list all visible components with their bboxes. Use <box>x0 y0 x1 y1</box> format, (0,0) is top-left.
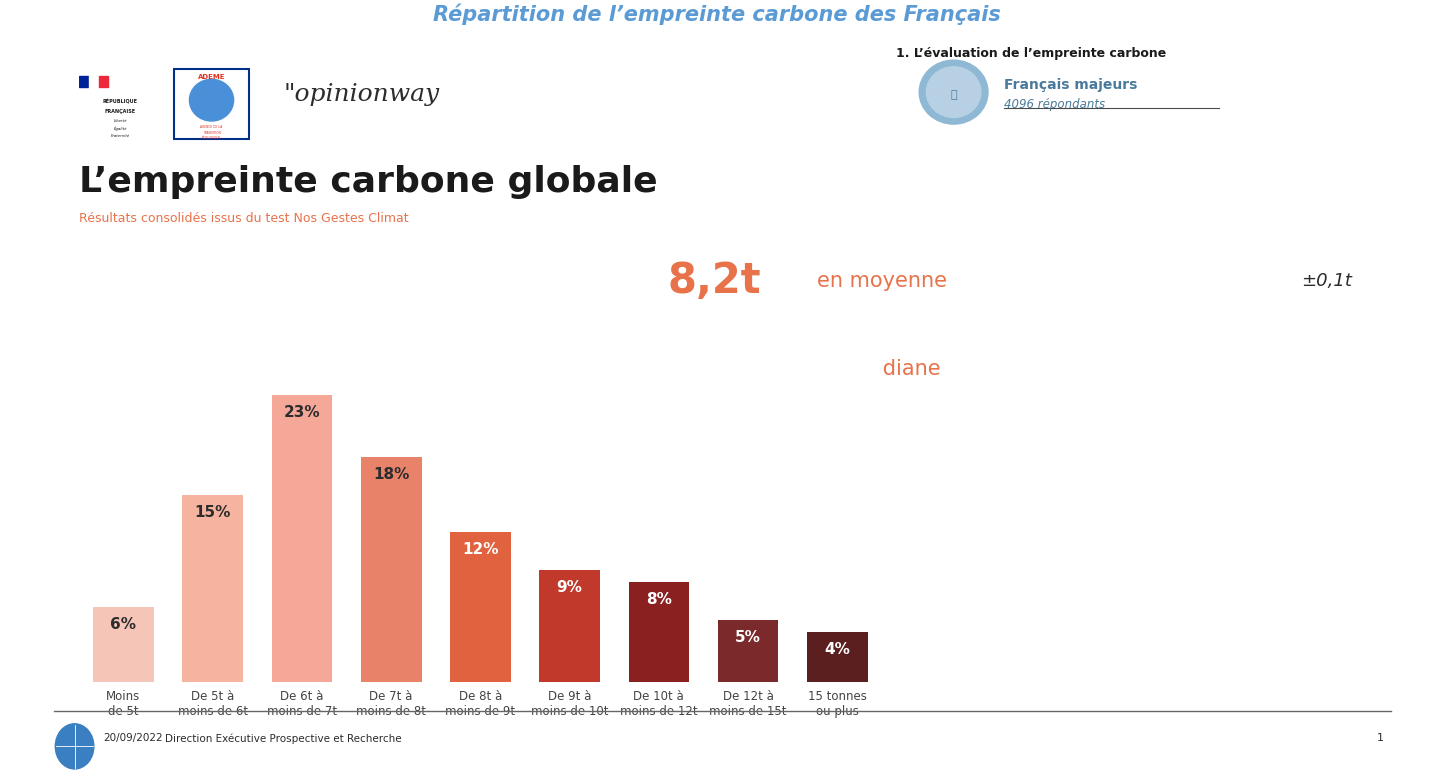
Bar <box>539 570 599 682</box>
Text: 15%: 15% <box>195 505 231 520</box>
Bar <box>89 76 99 88</box>
Text: Égalité: Égalité <box>113 126 128 131</box>
Bar <box>628 583 690 682</box>
Text: Liberté: Liberté <box>113 119 128 123</box>
Text: 7,3t: 7,3t <box>667 348 761 390</box>
Text: 18%: 18% <box>373 467 409 482</box>
Text: Répartition de l’empreinte carbone des Français: Répartition de l’empreinte carbone des F… <box>433 4 1001 25</box>
Text: 23%: 23% <box>284 405 320 420</box>
Text: 4%: 4% <box>825 642 850 657</box>
Bar <box>807 632 868 682</box>
Circle shape <box>189 79 234 121</box>
Bar <box>361 457 422 682</box>
Bar <box>718 619 779 682</box>
Text: TRANSITION: TRANSITION <box>202 131 221 135</box>
Text: FRANÇAISE: FRANÇAISE <box>105 109 136 114</box>
Text: Fraternité: Fraternité <box>110 134 130 138</box>
Circle shape <box>919 60 988 124</box>
Text: "opinionway: "opinionway <box>284 82 440 106</box>
Text: 4096 répondants: 4096 répondants <box>1004 98 1106 111</box>
Text: ±0,1t: ±0,1t <box>1301 273 1352 290</box>
Text: ADEME: ADEME <box>198 74 225 80</box>
Text: 9%: 9% <box>556 579 582 595</box>
Text: 8,2t: 8,2t <box>667 260 761 303</box>
Bar <box>182 495 242 682</box>
Bar <box>450 532 511 682</box>
Text: 1. L’évaluation de l’empreinte carbone: 1. L’évaluation de l’empreinte carbone <box>896 47 1166 60</box>
Text: 20/09/2022: 20/09/2022 <box>103 733 163 743</box>
Text: 12%: 12% <box>462 543 499 557</box>
Text: 🏛: 🏛 <box>951 90 956 100</box>
Text: ÉCOLOGIQUE: ÉCOLOGIQUE <box>202 136 221 141</box>
Bar <box>93 607 153 682</box>
Text: en médiane: en médiane <box>816 359 941 379</box>
Text: 5%: 5% <box>736 630 761 644</box>
Text: Résultats consolidés issus du test Nos Gestes Climat: Résultats consolidés issus du test Nos G… <box>79 212 409 225</box>
Text: AGENCE DE LA: AGENCE DE LA <box>201 125 222 129</box>
Bar <box>99 76 109 88</box>
Text: 1: 1 <box>1377 733 1384 743</box>
Bar <box>271 395 333 682</box>
Text: L’empreinte carbone globale: L’empreinte carbone globale <box>79 165 658 198</box>
Circle shape <box>926 67 981 118</box>
Text: 8%: 8% <box>645 592 671 607</box>
Text: en moyenne: en moyenne <box>816 271 946 292</box>
Text: RÉPUBLIQUE: RÉPUBLIQUE <box>103 98 138 103</box>
Circle shape <box>56 724 93 769</box>
Bar <box>79 76 89 88</box>
Text: Direction Exécutive Prospective et Recherche: Direction Exécutive Prospective et Reche… <box>165 733 402 743</box>
Text: 6%: 6% <box>110 617 136 632</box>
Text: Français majeurs: Français majeurs <box>1004 78 1137 93</box>
